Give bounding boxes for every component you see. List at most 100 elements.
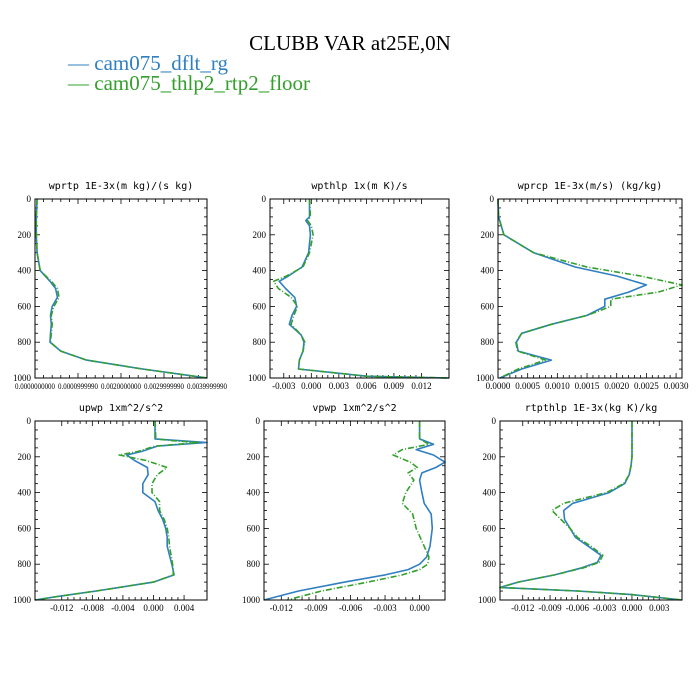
y-tick-label: 400: [247, 488, 261, 498]
y-tick-label: 200: [247, 452, 261, 462]
x-tick-label: 0.0030: [664, 381, 689, 391]
y-tick-label: 1000: [242, 595, 261, 605]
panel-1-title: wprtp 1E-3x(m kg)/(s kg): [49, 181, 194, 192]
series-line-thlp2-rtp2-floor: [272, 198, 450, 379]
x-tick-label: -0.012: [50, 603, 73, 613]
plot-frame: [497, 198, 683, 379]
y-tick-label: 1000: [13, 595, 32, 605]
legend-item-2: — cam075_thlp2_rtp2_floor: [67, 71, 310, 95]
x-tick-label: -0.012: [270, 603, 293, 613]
y-tick-label: 400: [253, 266, 267, 276]
x-tick-label: 0.012: [411, 381, 431, 391]
x-tick-label: 0.003: [329, 381, 350, 391]
y-tick-label: 0: [256, 416, 261, 426]
y-tick-label: 800: [18, 559, 32, 569]
legend-item-1: — cam075_dflt_rg: [67, 51, 229, 75]
x-tick-label: 0.0015: [575, 381, 600, 391]
panel-2: wpthlp 1x(m K)/s 0 200 400 600 800 1000 -0.003 0…: [248, 181, 450, 391]
x-tick-label: 0.000: [622, 603, 643, 613]
panel-2-title: wpthlp 1x(m K)/s: [311, 181, 407, 192]
x-tick-label: 0.000: [301, 381, 322, 391]
y-tick-label: 400: [483, 488, 497, 498]
x-tick-label: 0.004: [174, 603, 195, 613]
x-tick-label: -0.006: [566, 603, 590, 613]
y-tick-label: 400: [18, 266, 32, 276]
x-tick-label: 0.0010: [545, 381, 570, 391]
series-line-thlp2-rtp2-floor: [35, 198, 208, 379]
x-tick-label: 0.003: [649, 603, 670, 613]
panels: wprtp 1E-3x(m kg)/(s kg) 0 200 400 600 800 100…: [13, 181, 689, 613]
panel-6: rtpthlp 1E-3x(kg K)/kg 0 200 400 600 800 1000 -…: [478, 403, 683, 613]
x-tick-label: 0.006: [356, 381, 377, 391]
x-tick-label: 0.000: [410, 603, 431, 613]
y-tick-label: 600: [247, 523, 261, 533]
x-tick-label: -0.009: [304, 603, 328, 613]
plot-frame: [34, 198, 208, 379]
panel-4-title: upwp 1xm^2/s^2: [79, 403, 163, 414]
y-tick-label: 0: [492, 416, 497, 426]
legend-label-2: cam075_thlp2_rtp2_floor: [94, 71, 310, 95]
y-tick-label: 400: [18, 488, 32, 498]
x-tick-label: -0.004: [111, 603, 135, 613]
y-tick-label: 800: [18, 337, 32, 347]
y-tick-label: 800: [253, 337, 267, 347]
y-tick-label: 600: [18, 301, 32, 311]
x-tick-label: 0.0005: [515, 381, 540, 391]
series-line-dflt-rg: [278, 199, 450, 379]
y-tick-label: 200: [18, 452, 32, 462]
y-tick-label: 800: [481, 337, 495, 347]
x-tick-label: -0.009: [538, 603, 562, 613]
x-tick-label: -0.006: [339, 603, 363, 613]
plot-frame: [269, 198, 450, 379]
panel-1: wprtp 1E-3x(m kg)/(s kg) 0 200 400 600 800 100…: [13, 181, 227, 391]
series-line-thlp2-rtp2-floor: [499, 421, 683, 601]
panel-3: wprcp 1E-3x(m/s) (kg/kg) 0 200 400 600 800 100…: [476, 181, 689, 391]
x-tick-label: 0.0025: [634, 381, 659, 391]
y-tick-label: 200: [18, 230, 32, 240]
series-line-dflt-rg: [34, 421, 208, 601]
plot-frame: [34, 420, 208, 601]
series-line-thlp2-rtp2-floor: [286, 421, 430, 601]
x-tick-label: 0.0000999990: [58, 382, 98, 391]
x-tick-label: 0.0020000000: [101, 382, 141, 391]
legend: — cam075_dflt_rg — cam075_thlp2_rtp2_flo…: [67, 51, 310, 95]
plot-frame: [263, 420, 446, 601]
x-tick-label: -0.012: [511, 603, 534, 613]
series-line-thlp2-rtp2-floor: [497, 198, 683, 379]
series-line-dflt-rg: [499, 421, 683, 601]
panel-4: upwp 1xm^2/s^2 0 200 400 600 800 1000 -0.012 -0.…: [13, 403, 208, 613]
y-tick-label: 1000: [13, 373, 32, 383]
y-tick-label: 1000: [478, 595, 497, 605]
x-tick-label: 0.000: [143, 603, 164, 613]
x-tick-label: 0.0029999990: [144, 382, 184, 391]
x-tick-label: 0.0000000000: [15, 382, 55, 391]
x-tick-label: -0.003: [272, 381, 296, 391]
panel-3-title: wprcp 1E-3x(m/s) (kg/kg): [518, 181, 663, 192]
y-tick-label: 600: [253, 301, 267, 311]
x-tick-label: -0.008: [81, 603, 105, 613]
y-tick-label: 400: [481, 266, 495, 276]
legend-label-1: cam075_dflt_rg: [94, 51, 228, 75]
y-tick-label: 200: [481, 230, 495, 240]
y-tick-label: 600: [18, 523, 32, 533]
x-tick-label: 0.0039999990: [187, 382, 227, 391]
y-tick-label: 800: [483, 559, 497, 569]
y-tick-label: 1000: [476, 373, 495, 383]
panel-5-title: vpwp 1xm^2/s^2: [312, 403, 396, 414]
y-tick-label: 0: [27, 416, 32, 426]
x-tick-label: 0.0020: [604, 381, 629, 391]
x-tick-label: 0.009: [384, 381, 405, 391]
series-line-dflt-rg: [263, 421, 446, 601]
series-line-thlp2-rtp2-floor: [34, 420, 201, 601]
y-tick-label: 0: [262, 194, 267, 204]
x-tick-label: 0.0000: [486, 381, 511, 391]
figure-title: CLUBB VAR at25E,0N: [249, 31, 451, 55]
x-tick-label: -0.003: [373, 603, 397, 613]
y-tick-label: 1000: [248, 373, 267, 383]
y-tick-label: 600: [483, 523, 497, 533]
y-tick-label: 0: [27, 194, 32, 204]
x-tick-label: -0.003: [593, 603, 617, 613]
y-tick-label: 200: [253, 230, 267, 240]
y-tick-label: 200: [483, 452, 497, 462]
